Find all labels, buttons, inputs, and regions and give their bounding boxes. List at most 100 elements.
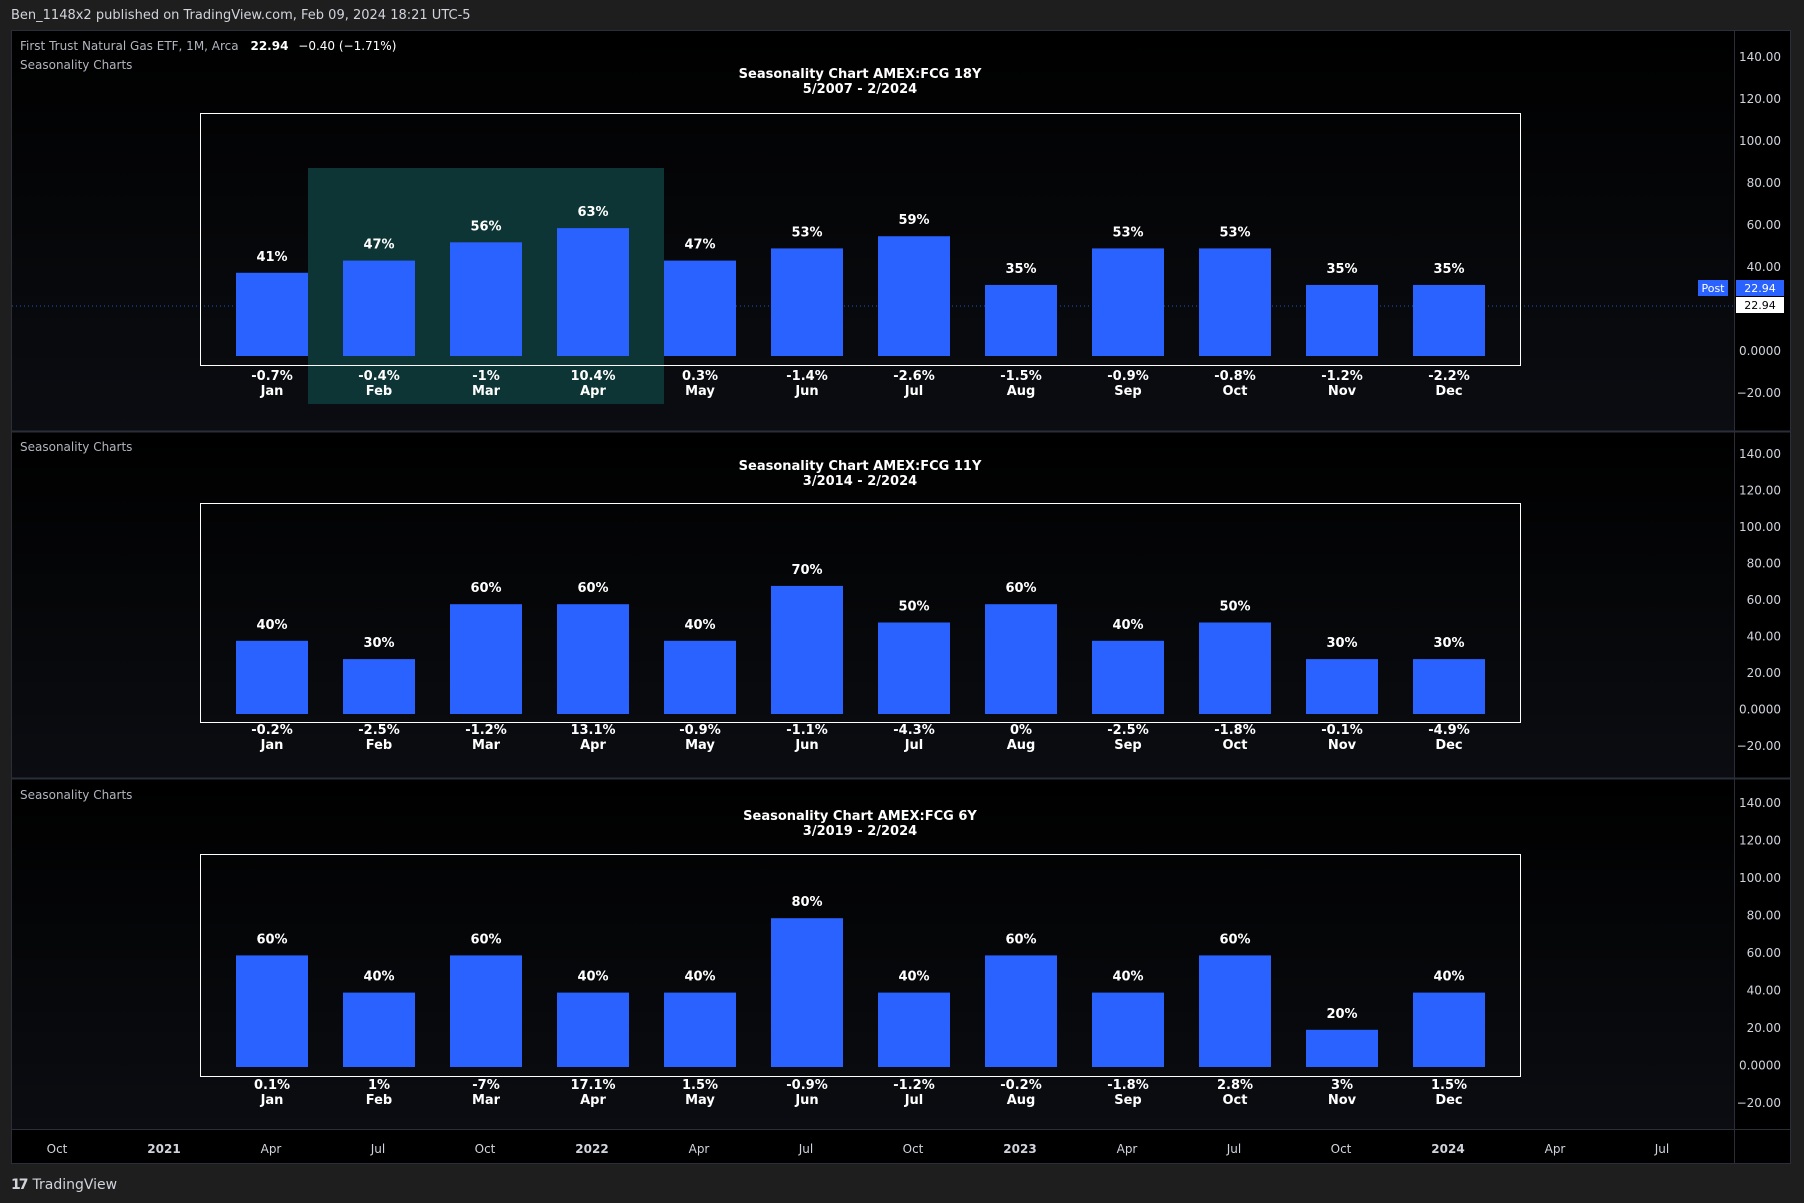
bar-apr[interactable] [557,992,629,1067]
tradingview-logo[interactable]: 17 TradingView [11,1176,117,1194]
bar-aug[interactable] [985,604,1057,714]
bar-jan[interactable] [236,955,308,1067]
month-label: Apr [580,1093,606,1108]
return-label: -1.5% [1000,369,1041,384]
price-tick: 140.00 [1739,50,1781,64]
bar-jul[interactable] [878,236,950,356]
bar-value-label: 40% [1112,970,1143,985]
return-label: -4.3% [893,723,934,738]
time-tick: Oct [47,1142,68,1156]
month-label: May [685,738,715,753]
return-label: 2.8% [1217,1078,1253,1093]
brand-name: TradingView [32,1177,118,1193]
bar-apr[interactable] [557,228,629,356]
price-axis-3[interactable]: 140.00 120.00 100.00 80.00 60.00 40.00 20.00 0.… [1737,796,1781,1110]
bar-oct[interactable] [1199,955,1271,1067]
bar-may[interactable] [664,640,736,714]
bar-value-label: 47% [684,238,715,253]
bar-sep[interactable] [1092,992,1164,1067]
bar-feb[interactable] [343,260,415,356]
bar-nov[interactable] [1306,284,1378,356]
symbol-legend[interactable]: First Trust Natural Gas ETF, 1M, Arca 22… [20,39,396,53]
return-label: -7% [472,1078,499,1093]
chart-canvas[interactable]: First Trust Natural Gas ETF, 1M, Arca 22… [12,31,1791,1164]
bar-value-label: 53% [1219,225,1250,240]
bar-sep[interactable] [1092,640,1164,714]
bar-aug[interactable] [985,284,1057,356]
return-label: 3% [1331,1078,1353,1093]
return-label: -1.8% [1107,1078,1148,1093]
time-tick: Jul [1226,1142,1241,1156]
publisher-text: Ben_1148x2 published on TradingView.com,… [11,8,471,23]
bar-feb[interactable] [343,992,415,1067]
bar-mar[interactable] [450,242,522,356]
bar-value-label: 60% [470,581,501,596]
month-label: Feb [366,738,392,753]
bar-mar[interactable] [450,604,522,714]
month-label: Feb [366,384,392,399]
bar-sep[interactable] [1092,248,1164,356]
bar-dec[interactable] [1413,659,1485,714]
bar-jun[interactable] [771,585,843,714]
return-label: -2.6% [893,369,934,384]
chart-area[interactable]: First Trust Natural Gas ETF, 1M, Arca 22… [11,30,1791,1164]
price-tick: 0.0000 [1739,703,1781,717]
bar-may[interactable] [664,260,736,356]
bar-value-label: 40% [898,970,929,985]
bar-value-label: 70% [791,563,822,578]
bar-value-label: 41% [256,250,287,265]
bar-oct[interactable] [1199,248,1271,356]
bar-aug[interactable] [985,955,1057,1067]
bar-jan[interactable] [236,640,308,714]
return-label: -1.2% [893,1078,934,1093]
bar-nov[interactable] [1306,1029,1378,1067]
seasonality-pane-3[interactable]: Seasonality Chart AMEX:FCG 6Y3/2019 - 2/… [200,809,1521,1108]
bar-oct[interactable] [1199,622,1271,715]
bar-dec[interactable] [1413,992,1485,1067]
bar-jan[interactable] [236,272,308,356]
month-label: Aug [1007,1093,1036,1108]
return-label: -1.1% [786,723,827,738]
pane-label-3[interactable]: Seasonality Charts [20,788,132,802]
bar-nov[interactable] [1306,659,1378,714]
return-label: -4.9% [1428,723,1469,738]
bar-jun[interactable] [771,248,843,356]
bar-dec[interactable] [1413,284,1485,356]
return-label: -2.5% [1107,723,1148,738]
price-tick: 100.00 [1739,134,1781,148]
bar-jun[interactable] [771,918,843,1067]
publish-bar: Ben_1148x2 published on TradingView.com,… [0,0,1804,30]
bar-jul[interactable] [878,622,950,715]
pane-label-1[interactable]: Seasonality Charts [20,58,132,72]
bar-value-label: 40% [1433,970,1464,985]
bar-apr[interactable] [557,604,629,714]
price-tick: −20.00 [1737,1096,1781,1110]
chart-title: Seasonality Chart AMEX:FCG 6Y [743,809,977,824]
bar-value-label: 60% [256,932,287,947]
return-label: -0.7% [251,369,292,384]
bar-value-label: 60% [577,581,608,596]
bar-value-label: 53% [1112,225,1143,240]
bar-mar[interactable] [450,955,522,1067]
price-axis-2[interactable]: 140.00 120.00 100.00 80.00 60.00 40.00 20.00 0.… [1737,447,1781,753]
price-tick: 120.00 [1739,92,1781,106]
time-tick: Apr [1117,1142,1138,1156]
bar-value-label: 63% [577,205,608,220]
month-label: Nov [1328,384,1357,399]
return-label: 1% [368,1078,390,1093]
bar-value-label: 53% [791,225,822,240]
return-label: -2.2% [1428,369,1469,384]
return-label: -0.4% [358,369,399,384]
month-label: Dec [1435,738,1462,753]
time-tick: 2023 [1003,1142,1036,1156]
bar-feb[interactable] [343,659,415,714]
time-axis[interactable]: Oct 2021 Apr Jul Oct 2022 Apr Jul Oct 2023 Apr Jul O… [47,1142,1670,1156]
bar-value-label: 56% [470,219,501,234]
time-tick: 2024 [1431,1142,1464,1156]
bar-jul[interactable] [878,992,950,1067]
pane-label-2[interactable]: Seasonality Charts [20,440,132,454]
bar-may[interactable] [664,992,736,1067]
bar-value-label: 35% [1433,262,1464,277]
